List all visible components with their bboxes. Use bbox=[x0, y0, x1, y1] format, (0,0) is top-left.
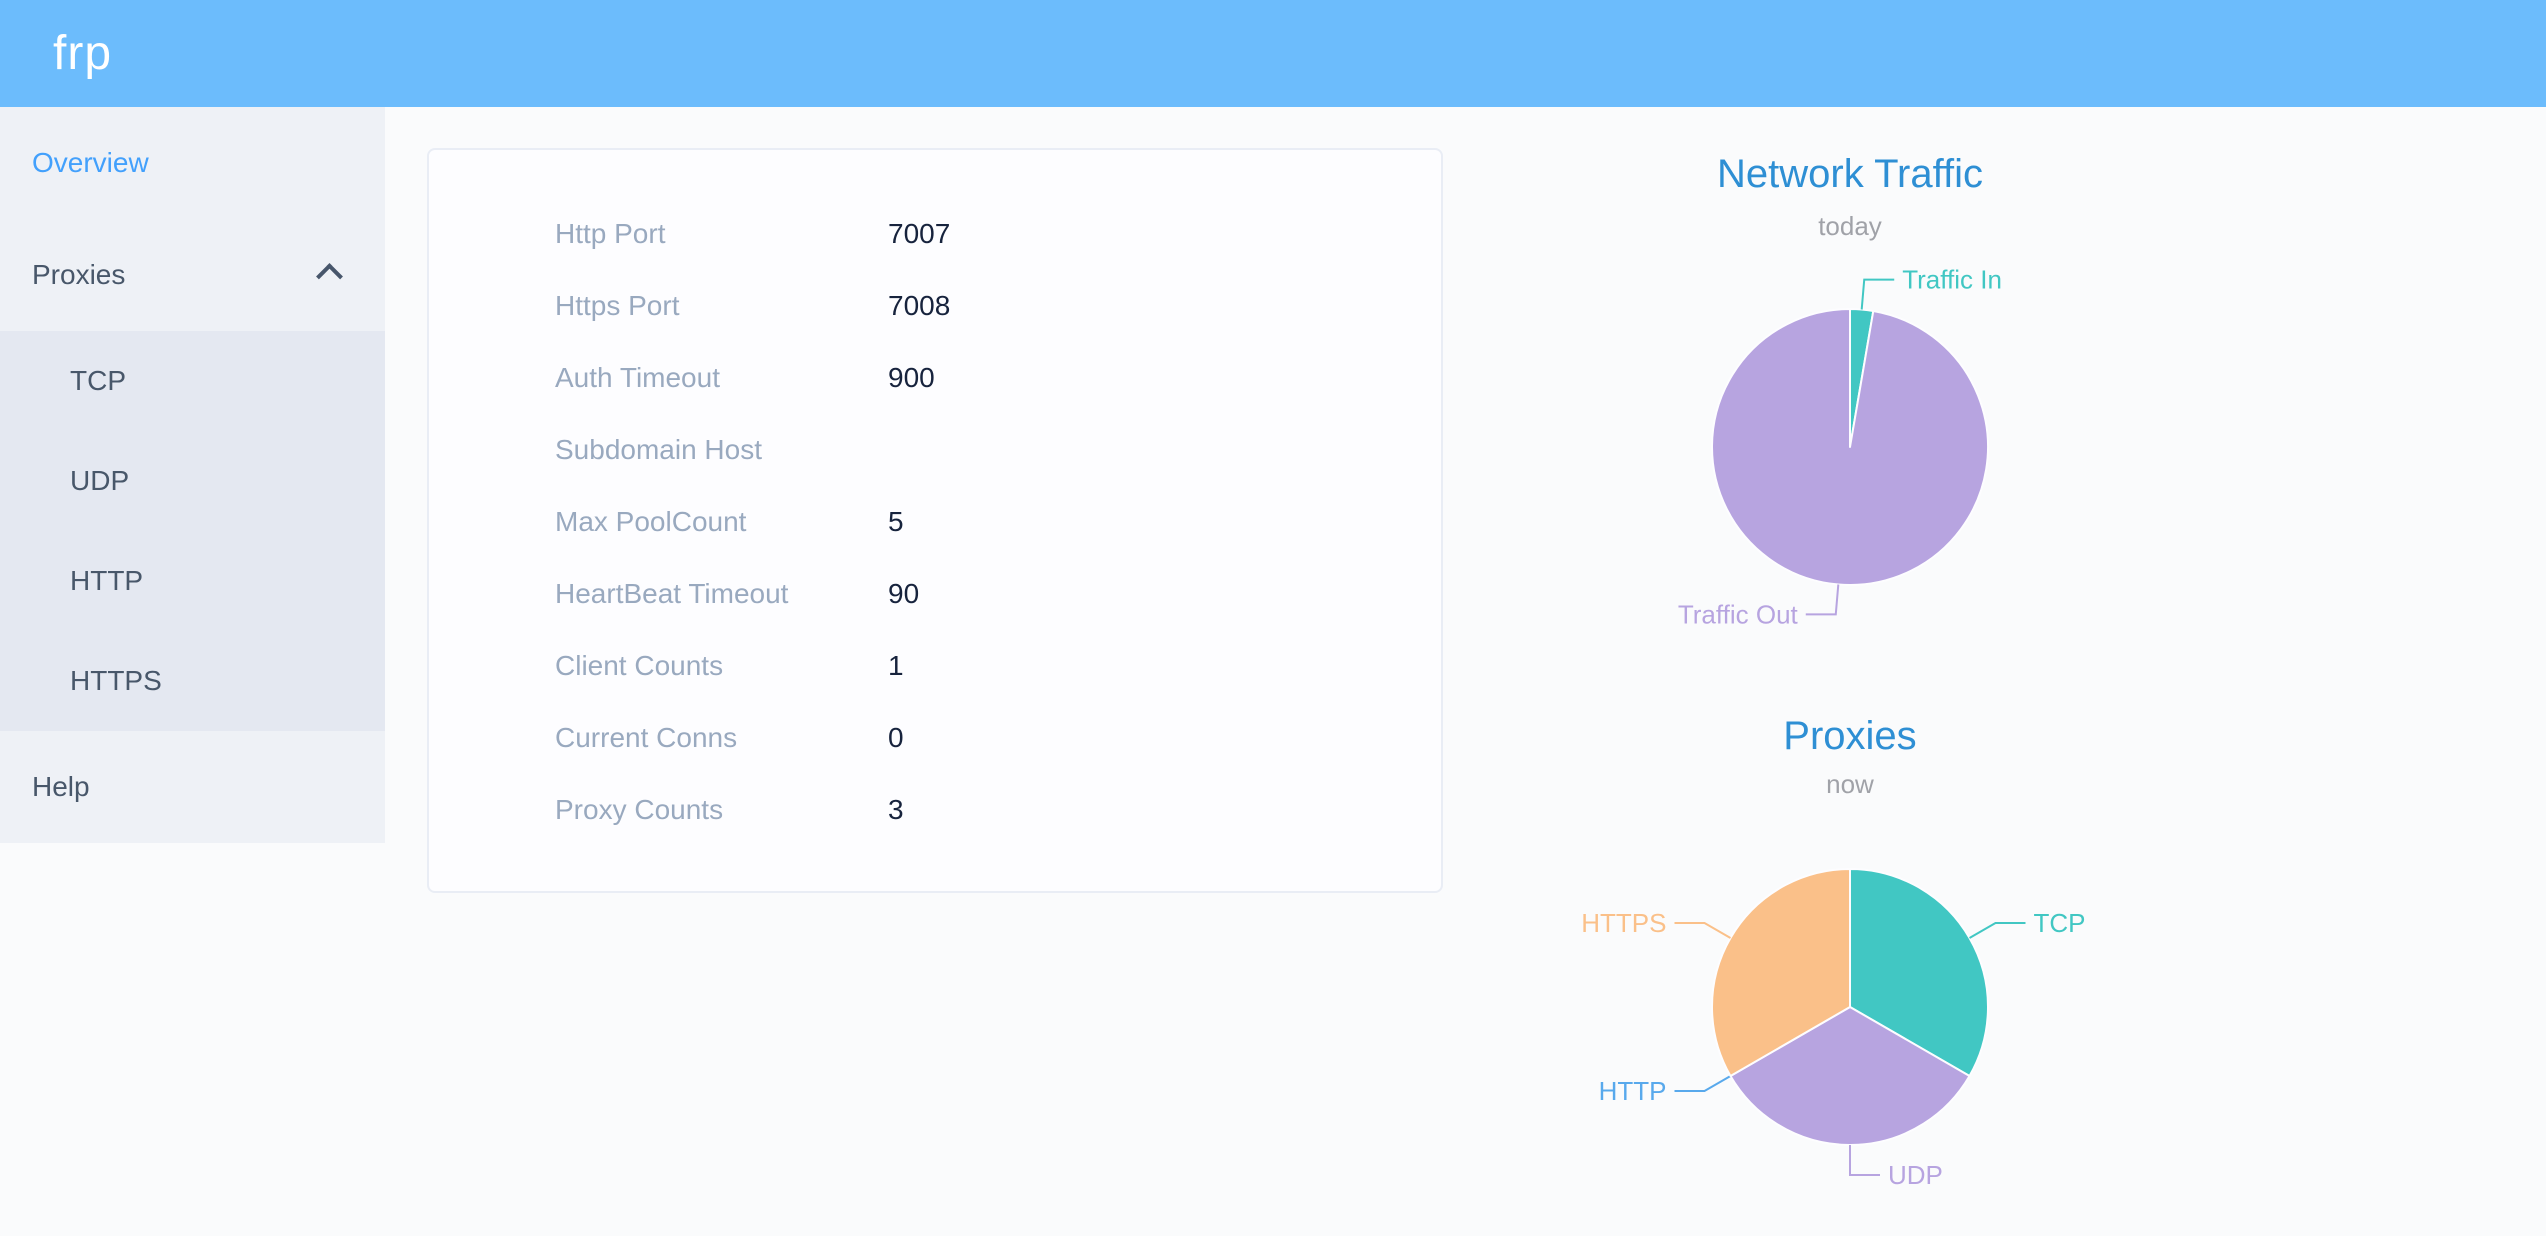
config-label: Max PoolCount bbox=[555, 506, 747, 537]
pie-label-udp: UDP bbox=[1888, 1160, 1943, 1190]
sidebar-item-help[interactable]: Help bbox=[32, 771, 90, 802]
pie-label-traffic-out: Traffic Out bbox=[1678, 599, 1799, 629]
config-row: Subdomain Host bbox=[429, 414, 1441, 486]
sidebar-item-tcp[interactable]: TCP bbox=[70, 365, 126, 396]
config-row: Client Counts 1 bbox=[429, 630, 1441, 702]
pie-slice-traffic-out[interactable] bbox=[1711, 308, 1989, 586]
config-value: 1 bbox=[888, 650, 904, 681]
config-value: 0 bbox=[888, 722, 904, 753]
config-label: HeartBeat Timeout bbox=[555, 578, 789, 609]
pie-label-line bbox=[1674, 1075, 1731, 1092]
pie-label-tcp: TCP bbox=[2033, 908, 2085, 938]
chart-title-proxies: Proxies bbox=[1783, 714, 1917, 758]
network-traffic-pie-chart[interactable]: Traffic In Traffic Out bbox=[1460, 250, 2240, 680]
config-row: Http Port 7007 bbox=[429, 198, 1441, 270]
pie-label-https: HTTPS bbox=[1581, 908, 1666, 938]
pie-label-line bbox=[1860, 278, 1895, 310]
config-value: 900 bbox=[888, 362, 935, 393]
config-label: Auth Timeout bbox=[555, 362, 720, 393]
config-label: Current Conns bbox=[555, 722, 738, 753]
config-row: Auth Timeout 900 bbox=[429, 342, 1441, 414]
config-label: Client Counts bbox=[555, 650, 724, 681]
sidebar-item-udp[interactable]: UDP bbox=[70, 465, 130, 496]
app-logo: frp bbox=[53, 27, 113, 80]
chart-subtitle-network-traffic: today bbox=[1818, 211, 1882, 241]
config-label: Http Port bbox=[555, 218, 666, 249]
pie-label-line bbox=[1674, 922, 1731, 939]
sidebar-item-proxies[interactable]: Proxies bbox=[0, 219, 385, 331]
pie-label-line bbox=[1805, 584, 1840, 616]
config-row: Https Port 7008 bbox=[429, 270, 1441, 342]
pie-label-traffic-in: Traffic In bbox=[1902, 265, 2002, 295]
config-value: 7008 bbox=[888, 290, 951, 321]
proxies-submenu: TCP UDP HTTP HTTPS bbox=[0, 331, 385, 731]
server-config-card: Http Port 7007 Https Port 7008 Auth Time… bbox=[427, 148, 1443, 893]
sidebar: Overview Proxies TCP UDP HTTP HTTPS Help bbox=[0, 107, 385, 843]
config-row: Proxy Counts 3 bbox=[429, 774, 1441, 846]
config-label: Https Port bbox=[555, 290, 680, 321]
sidebar-item-proxies-label: Proxies bbox=[32, 259, 126, 290]
pie-label-line bbox=[1969, 922, 2026, 939]
proxies-pie-chart[interactable]: TCP UDP HTTP HTTPS bbox=[1460, 806, 2240, 1236]
config-value: 3 bbox=[888, 794, 904, 825]
config-value: 5 bbox=[888, 506, 904, 537]
config-label: Proxy Counts bbox=[555, 794, 724, 825]
config-value: 90 bbox=[888, 578, 920, 609]
chart-subtitle-proxies: now bbox=[1826, 769, 1874, 799]
sidebar-item-http[interactable]: HTTP bbox=[70, 565, 144, 596]
app-header: frp bbox=[0, 0, 2546, 107]
config-value: 7007 bbox=[888, 218, 951, 249]
sidebar-item-overview[interactable]: Overview bbox=[32, 147, 149, 178]
pie-label-http: HTTP bbox=[1599, 1076, 1667, 1106]
chevron-up-icon bbox=[316, 263, 343, 290]
chart-title-network-traffic: Network Traffic bbox=[1717, 152, 1983, 196]
config-row: HeartBeat Timeout 90 bbox=[429, 558, 1441, 630]
config-label: Subdomain Host bbox=[555, 434, 763, 465]
pie-label-line bbox=[1849, 1145, 1880, 1176]
config-row: Current Conns 0 bbox=[429, 702, 1441, 774]
config-row: Max PoolCount 5 bbox=[429, 486, 1441, 558]
sidebar-item-https[interactable]: HTTPS bbox=[70, 665, 162, 696]
